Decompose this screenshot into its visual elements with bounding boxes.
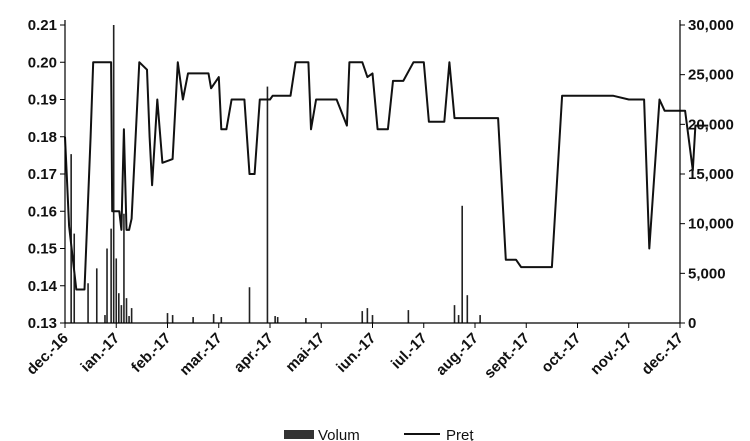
volume-bar: [457, 315, 460, 323]
volume-bar: [171, 315, 174, 323]
x-axis-ticks: dec.-16 ian.-17 feb.-17 mar.-17 apr.-17 mai-1…: [23, 323, 687, 382]
right-tick-label: 30,000: [688, 17, 734, 34]
volume-bar: [106, 248, 108, 323]
x-tick-label: aug.-17: [433, 330, 482, 379]
left-tick-label: 0.14: [28, 278, 58, 295]
volume-bar: [276, 317, 279, 323]
volume-bar: [453, 305, 456, 323]
volume-bar: [166, 313, 169, 323]
volume-bar: [120, 305, 123, 323]
left-tick-label: 0.21: [28, 17, 57, 34]
volume-bar: [361, 311, 364, 323]
volume-bar: [192, 317, 194, 323]
legend-label-pret: Preţ: [446, 427, 474, 441]
volume-bar: [479, 315, 481, 323]
chart-axes: [64, 20, 681, 324]
volume-bar: [115, 258, 118, 323]
right-axis-ticks: 30,000 25,000 20,000 15,000 10,000 5,000 0: [680, 17, 734, 332]
x-tick-label: dec.-16: [23, 330, 72, 379]
volume-bar: [118, 293, 120, 323]
left-tick-label: 0.18: [28, 129, 57, 146]
legend-label-volum: Volum: [318, 427, 360, 441]
x-tick-label: dec.-17: [638, 330, 687, 379]
right-tick-label: 5,000: [688, 265, 726, 282]
left-axis-ticks: 0.21 0.20 0.19 0.18 0.17 0.16 0.15 0.14 0.13: [28, 17, 65, 332]
volume-bar: [466, 295, 469, 323]
volume-bar: [407, 310, 410, 323]
volume-bar: [371, 315, 374, 323]
x-tick-label: mai-17: [282, 330, 328, 376]
left-tick-label: 0.17: [28, 166, 57, 183]
volume-bar: [112, 25, 115, 323]
legend: Volum Preţ: [284, 427, 474, 441]
volume-bar: [274, 316, 276, 323]
volume-bar: [123, 213, 125, 323]
volume-bar: [110, 228, 112, 323]
x-tick-label: apr.-17: [231, 330, 277, 376]
right-tick-label: 20,000: [688, 116, 734, 133]
volume-bar: [305, 318, 307, 323]
x-tick-label: sept.-17: [481, 330, 533, 382]
right-tick-label: 15,000: [688, 166, 734, 183]
volume-bar: [212, 314, 215, 323]
volume-bar: [220, 317, 223, 323]
left-tick-label: 0.13: [28, 315, 57, 332]
left-tick-label: 0.19: [28, 92, 57, 109]
right-tick-label: 10,000: [688, 216, 734, 233]
x-tick-label: mar.-17: [176, 330, 225, 379]
x-tick-label: ian.-17: [77, 330, 123, 376]
volume-bar: [128, 316, 130, 323]
volume-bar: [125, 298, 128, 323]
legend-swatch-volum: [284, 430, 314, 439]
x-tick-label: nov.-17: [587, 330, 635, 378]
price-line: [64, 61, 709, 291]
volume-bar: [366, 308, 369, 323]
left-tick-label: 0.15: [28, 241, 57, 258]
volume-bar: [104, 315, 106, 323]
volume-bar: [87, 283, 89, 323]
volume-bars: [70, 25, 481, 323]
price-series-line: [64, 61, 709, 291]
left-tick-label: 0.16: [28, 203, 57, 220]
volume-bar: [266, 86, 269, 323]
right-tick-label: 25,000: [688, 67, 734, 84]
left-tick-label: 0.20: [28, 54, 57, 71]
right-tick-label: 0: [688, 315, 696, 332]
x-tick-label: oct.-17: [538, 330, 584, 376]
volume-bar: [130, 308, 133, 323]
volume-bar: [248, 287, 251, 323]
volume-bar: [461, 205, 463, 323]
x-tick-label: feb.-17: [128, 330, 174, 376]
x-tick-label: iun.-17: [333, 330, 379, 376]
volume-bar: [95, 268, 98, 323]
x-tick-label: iul.-17: [388, 330, 431, 373]
